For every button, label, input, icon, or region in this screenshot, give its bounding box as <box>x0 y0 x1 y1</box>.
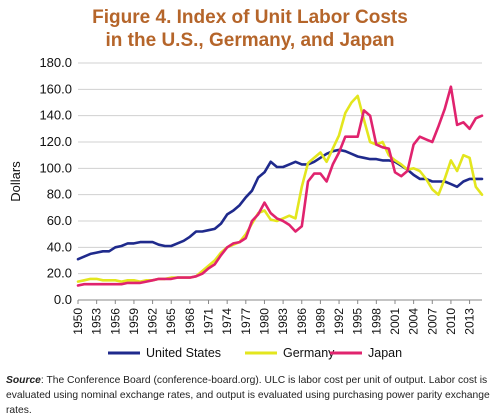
x-tick-label: 2004 <box>407 308 421 335</box>
source-label: Source <box>6 375 41 386</box>
series-line-united-states <box>76 148 484 261</box>
x-tick-label: 1995 <box>351 308 365 335</box>
chart-title: Figure 4. Index of Unit Labor Costs in t… <box>0 6 500 52</box>
x-tick-label: 1986 <box>295 308 309 335</box>
source-note: Source: The Conference Board (conference… <box>6 373 496 418</box>
y-tick-label: 140.0 <box>39 108 72 123</box>
y-axis-label: Dollars <box>8 161 23 202</box>
legend-label: United States <box>146 346 221 360</box>
legend-label: Japan <box>368 346 402 360</box>
y-tick-label: 120.0 <box>39 134 72 149</box>
chart-title-line-1: Figure 4. Index of Unit Labor Costs <box>92 7 408 28</box>
series-line-germany <box>76 94 484 283</box>
y-tick-label: 180.0 <box>39 55 72 70</box>
x-tick-label: 2010 <box>444 308 458 335</box>
x-tick-label: 1980 <box>257 308 271 335</box>
legend-label: Germany <box>283 346 335 360</box>
source-text: : The Conference Board (conference-board… <box>6 375 490 416</box>
y-tick-label: 60.0 <box>47 213 72 228</box>
x-tick-label: 2007 <box>425 308 439 335</box>
x-tick-label: 1965 <box>164 308 178 335</box>
x-tick-label: 1998 <box>369 308 383 335</box>
x-tick-label: 1953 <box>90 308 104 335</box>
x-tick-label: 1992 <box>332 308 346 335</box>
y-tick-label: 20.0 <box>47 266 72 281</box>
x-tick-label: 1959 <box>127 308 141 335</box>
y-tick-label: 40.0 <box>47 239 72 254</box>
y-tick-label: 80.0 <box>47 187 72 202</box>
series-line-japan <box>76 85 484 287</box>
x-tick-label: 1977 <box>239 308 253 335</box>
x-tick-label: 1971 <box>202 308 216 335</box>
x-tick-label: 1962 <box>146 308 160 335</box>
x-tick-label: 1989 <box>313 308 327 335</box>
y-tick-label: 100.0 <box>39 160 72 175</box>
x-tick-label: 1956 <box>108 308 122 335</box>
y-tick-label: 160.0 <box>39 81 72 96</box>
x-tick-label: 2013 <box>463 308 477 335</box>
x-tick-label: 1983 <box>276 308 290 335</box>
x-tick-label: 1950 <box>71 308 85 335</box>
y-tick-label: 0.0 <box>54 292 72 307</box>
chart-title-line-2: in the U.S., Germany, and Japan <box>105 30 395 51</box>
x-tick-label: 1968 <box>183 308 197 335</box>
x-tick-label: 2001 <box>388 308 402 335</box>
x-tick-label: 1974 <box>220 308 234 335</box>
